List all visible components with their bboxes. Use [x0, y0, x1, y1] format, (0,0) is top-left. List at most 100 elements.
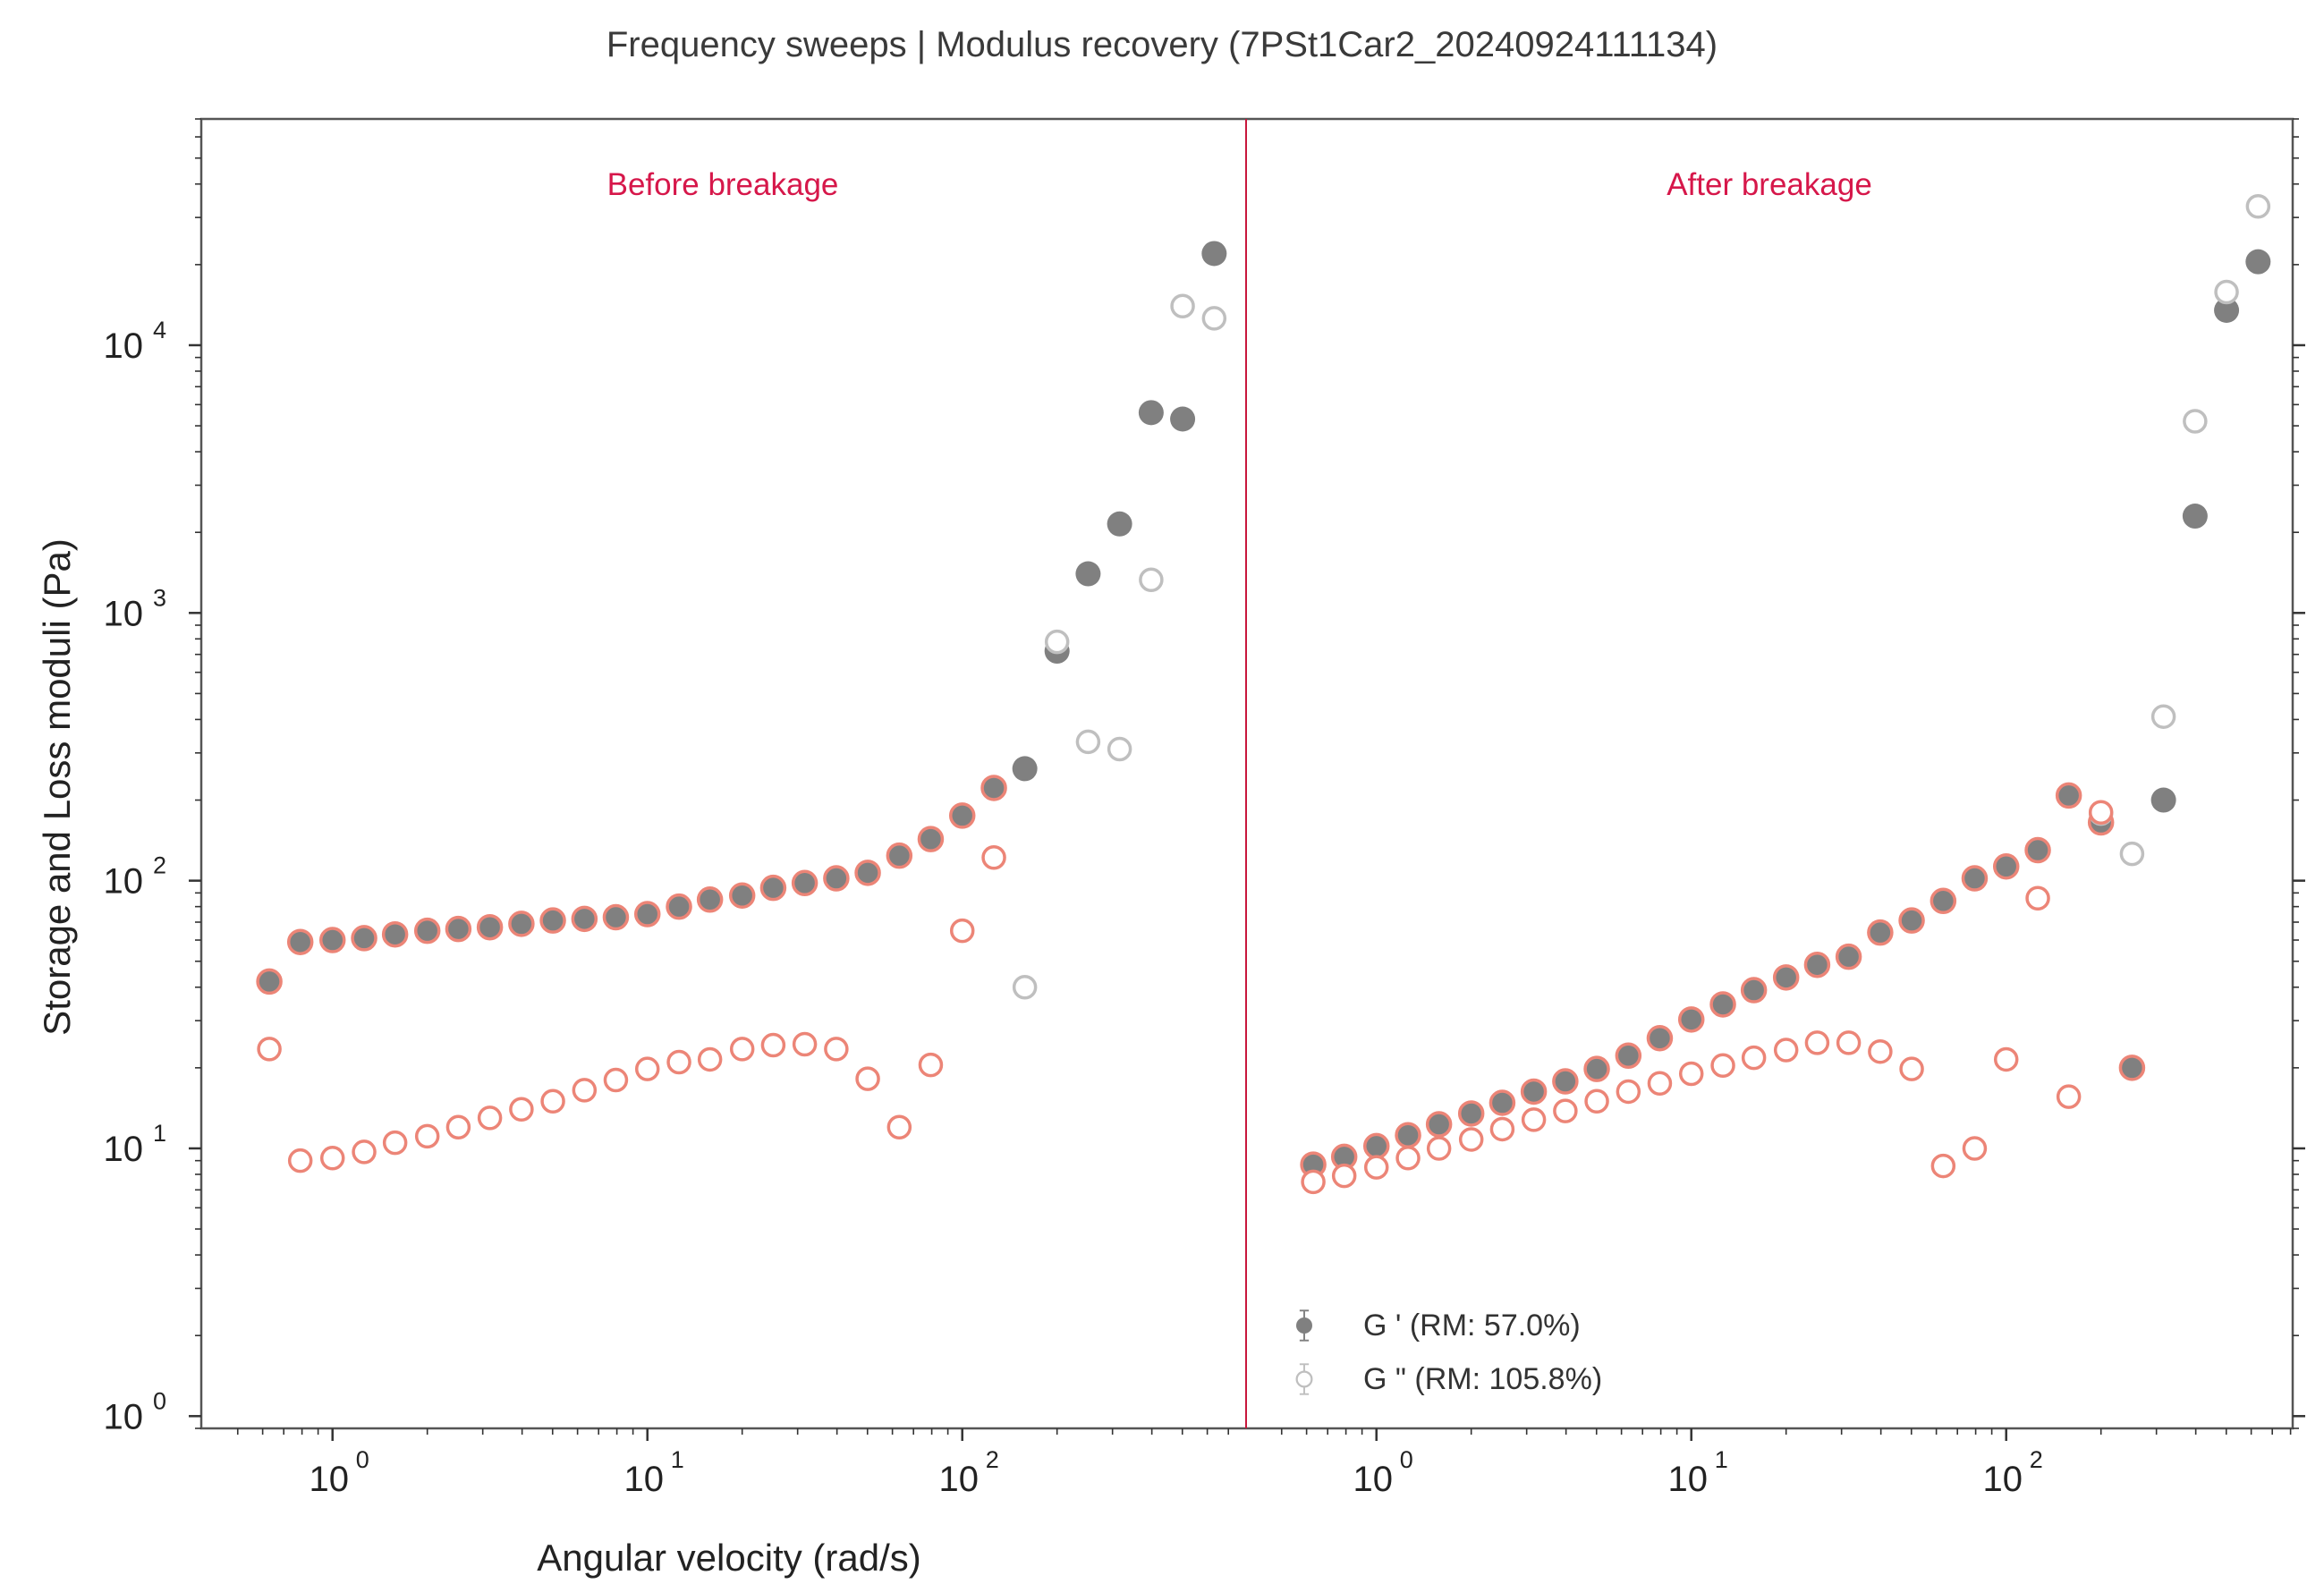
overlay-storage-ring — [539, 907, 566, 934]
panel-annotation-after: After breakage — [1667, 167, 1872, 202]
g-storage-point — [1426, 1112, 1452, 1138]
overlay-storage-ring — [759, 874, 787, 902]
g-loss-point — [1075, 729, 1101, 755]
g-storage-point — [1836, 944, 1862, 970]
g-loss-point — [1012, 975, 1038, 1000]
overlay-storage-ring — [696, 886, 724, 913]
g-storage-point — [1678, 1006, 1704, 1032]
g-storage-point — [540, 908, 566, 934]
g-storage-point — [2150, 787, 2176, 813]
g-storage-point — [2214, 297, 2240, 323]
g-loss-point — [2150, 704, 2176, 729]
overlay-loss-point — [1331, 1163, 1357, 1189]
overlay-loss-point — [257, 1037, 282, 1062]
g-storage-point — [1930, 888, 1956, 914]
overlay-storage-ring — [1930, 887, 1957, 915]
overlay-loss-point — [792, 1031, 818, 1057]
overlay-loss-point — [1930, 1153, 1956, 1179]
legend-item-g-loss: G " (RM: 105.8%) — [1288, 1352, 1602, 1406]
overlay-loss-point — [1962, 1136, 1988, 1161]
g-storage-point — [257, 969, 283, 995]
overlay-loss-point — [1521, 1107, 1547, 1132]
g-storage-point — [1962, 866, 1988, 892]
overlay-loss-point — [603, 1067, 629, 1093]
g-storage-point — [886, 843, 912, 868]
g-storage-point — [1138, 400, 1164, 426]
overlay-storage-ring — [948, 802, 976, 829]
legend-label-g-storage: G ' (RM: 57.0%) — [1363, 1308, 1581, 1343]
g-storage-point — [1107, 511, 1132, 537]
overlay-loss-point — [634, 1056, 660, 1081]
g-storage-point — [1489, 1090, 1515, 1116]
g-storage-point — [477, 914, 503, 940]
overlay-loss-point — [1647, 1071, 1673, 1096]
overlay-loss-point — [2056, 1084, 2082, 1109]
y-tick-label-exponent: 3 — [153, 584, 166, 611]
overlay-storage-ring — [1867, 919, 1894, 946]
x-tick-label-exponent: 2 — [986, 1446, 999, 1473]
g-storage-point — [1899, 908, 1925, 934]
overlay-loss-point — [855, 1066, 880, 1091]
overlay-storage-ring — [823, 865, 850, 892]
overlay-storage-ring — [318, 927, 346, 953]
y-tick-label-exponent: 4 — [153, 317, 166, 343]
overlay-loss-point — [1773, 1038, 1799, 1063]
overlay-loss-point — [445, 1114, 471, 1140]
g-storage-point — [445, 916, 471, 942]
x-tick-label-exponent: 2 — [2030, 1446, 2043, 1473]
g-storage-point — [1012, 756, 1038, 782]
y-tick-label: 10 — [104, 594, 144, 633]
legend-item-g-storage: G ' (RM: 57.0%) — [1288, 1299, 1602, 1352]
overlay-storage-ring — [1772, 964, 1800, 991]
g-storage-point — [855, 860, 881, 885]
y-axis-label: Storage and Loss moduli (Pa) — [36, 538, 78, 1036]
g-storage-point — [981, 775, 1007, 800]
y-tick-label-exponent: 2 — [153, 852, 166, 879]
overlay-loss-point — [1426, 1136, 1452, 1161]
overlay-storage-ring — [980, 775, 1007, 801]
overlay-loss-point — [1741, 1045, 1767, 1071]
g-loss-point — [1107, 736, 1132, 762]
g-storage-point — [1552, 1069, 1578, 1095]
overlay-loss-point — [287, 1148, 313, 1173]
overlay-loss-point — [1301, 1169, 1326, 1195]
legend-label-g-loss: G " (RM: 105.8%) — [1363, 1361, 1603, 1396]
overlay-storage-ring — [1520, 1078, 1548, 1105]
overlay-storage-ring — [2118, 1055, 2146, 1081]
overlay-loss-point — [1868, 1038, 1893, 1064]
overlay-storage-ring — [728, 882, 756, 910]
overlay-storage-ring — [917, 826, 945, 852]
g-storage-point — [319, 928, 345, 953]
overlay-storage-ring — [666, 893, 692, 920]
x-tick-label-exponent: 1 — [671, 1446, 684, 1473]
overlay-loss-point — [352, 1139, 377, 1165]
overlay-loss-point — [697, 1046, 723, 1072]
g-storage-point — [603, 904, 629, 930]
overlay-loss-point — [509, 1097, 534, 1122]
overlay-storage-ring — [2055, 782, 2082, 809]
overlay-loss-point — [1489, 1116, 1515, 1142]
g-storage-point — [1395, 1122, 1421, 1148]
overlay-storage-ring — [1740, 977, 1768, 1004]
legend-marker-filled-circle-icon — [1296, 1309, 1312, 1342]
y-tick-label-exponent: 1 — [153, 1120, 166, 1147]
g-storage-point — [1521, 1079, 1547, 1105]
legend-marker-open-circle-icon — [1295, 1363, 1313, 1395]
g-storage-point — [1647, 1025, 1673, 1051]
overlay-loss-point — [1710, 1053, 1735, 1079]
overlay-storage-ring — [633, 901, 661, 928]
overlay-storage-ring — [1709, 991, 1736, 1018]
g-loss-point — [2245, 194, 2271, 219]
x-tick-label-exponent: 1 — [1715, 1446, 1728, 1473]
overlay-loss-point — [981, 845, 1006, 870]
overlay-storage-ring — [286, 928, 314, 955]
overlay-loss-point — [1899, 1056, 1924, 1081]
overlay-loss-point — [572, 1078, 598, 1103]
g-storage-point — [823, 866, 849, 892]
overlay-storage-ring — [381, 920, 409, 948]
overlay-storage-ring — [1425, 1111, 1453, 1138]
overlay-loss-point — [1804, 1030, 1830, 1055]
x-tick-label-exponent: 0 — [1400, 1446, 1413, 1473]
g-storage-point — [382, 921, 408, 947]
overlay-loss-point — [2088, 800, 2114, 825]
